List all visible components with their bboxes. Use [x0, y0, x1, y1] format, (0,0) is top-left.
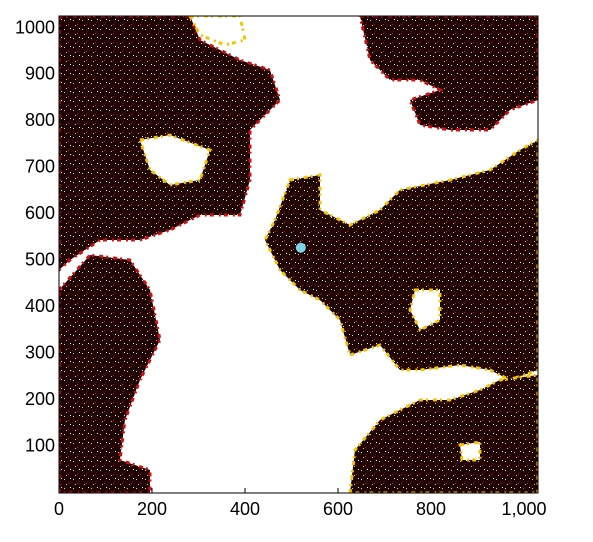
y-tick-label: 600 — [25, 203, 55, 223]
y-tick-label: 300 — [25, 342, 55, 362]
y-tick-label: 900 — [25, 64, 55, 84]
y-tick-label: 800 — [25, 110, 55, 130]
y-tick-label: 500 — [25, 250, 55, 270]
x-tick-label: 400 — [230, 499, 260, 519]
x-tick-label: 1,000 — [502, 499, 547, 519]
cluster-texture — [59, 16, 538, 493]
y-tick-label: 400 — [25, 296, 55, 316]
y-tick-label: 700 — [25, 157, 55, 177]
point — [295, 242, 306, 253]
x-tick-label: 600 — [323, 499, 353, 519]
x-tick-label: 200 — [137, 499, 167, 519]
plot-frame — [58, 15, 539, 494]
x-tick-label: 0 — [54, 499, 64, 519]
y-tick-label: 1000 — [15, 17, 55, 37]
y-tick-label: 100 — [25, 435, 55, 455]
x-tick-label: 800 — [416, 499, 446, 519]
y-tick-label: 200 — [25, 389, 55, 409]
